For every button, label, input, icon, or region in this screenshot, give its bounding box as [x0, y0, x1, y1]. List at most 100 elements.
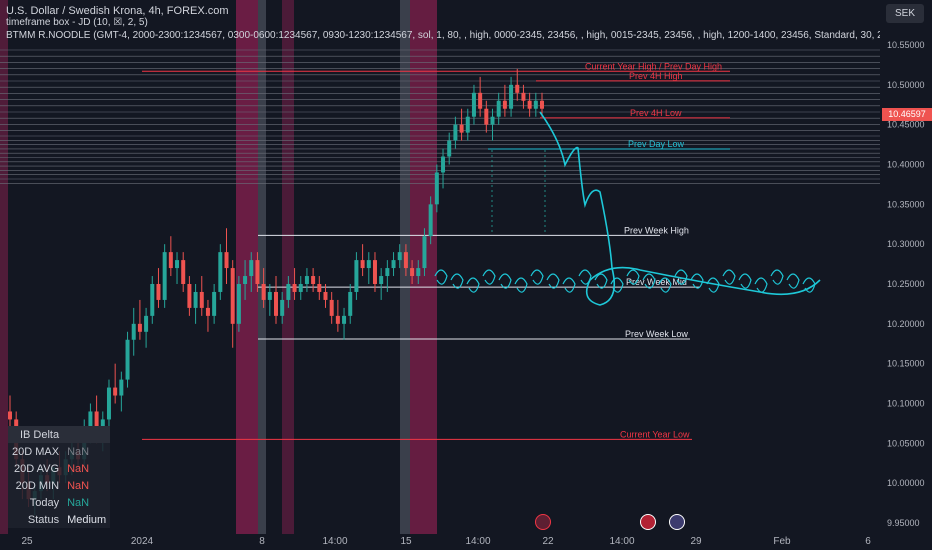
candle-body — [267, 291, 272, 300]
candle-body — [515, 84, 520, 93]
currency-button[interactable]: SEK — [885, 4, 924, 23]
time-tick-label: 6 — [865, 536, 871, 547]
candle-body — [113, 387, 118, 396]
time-tick-label: 29 — [690, 536, 702, 547]
candle-body — [335, 315, 340, 324]
session-band — [282, 0, 294, 534]
ib-row-label: Status — [27, 513, 60, 526]
time-tick-label: 25 — [21, 536, 33, 547]
time-tick-label: 14:00 — [465, 536, 490, 547]
time-tick-label: 2024 — [131, 536, 154, 547]
session-band — [258, 0, 266, 534]
ib-table-title: IB Delta — [8, 426, 64, 443]
session-band — [0, 0, 8, 534]
candle-body — [441, 156, 446, 173]
candle-body — [354, 260, 359, 292]
ib-row-value: NaN — [67, 462, 90, 475]
candle-body — [509, 84, 514, 109]
candle-body — [434, 172, 439, 205]
level-label: Prev Week Low — [625, 329, 688, 339]
candle-body — [280, 299, 285, 316]
candle-body — [317, 284, 322, 292]
ib-row-label: Today — [29, 496, 60, 509]
candle-body — [453, 124, 458, 141]
level-label: Prev Week Mid — [626, 277, 687, 287]
level-label: Prev Week High — [624, 225, 689, 235]
candle-body — [150, 284, 155, 316]
candle-body — [540, 100, 544, 109]
candle-body — [255, 260, 260, 284]
candle-body — [230, 268, 235, 324]
candle-body — [106, 387, 111, 420]
candle-body — [137, 323, 142, 332]
candle-body — [162, 252, 167, 300]
price-tick-label: 10.55000 — [887, 40, 925, 50]
candle-body — [88, 411, 93, 428]
time-tick-label: 22 — [542, 536, 554, 547]
indicator-legend-1[interactable]: timeframe box - JD (10, ☒, 2, 5) — [6, 17, 148, 28]
candle-body — [212, 291, 217, 316]
candle-body — [391, 260, 396, 269]
price-axis[interactable]: 10.55000 10.50000 10.45000 10.40000 10.35000… — [887, 40, 925, 528]
candle-body — [459, 124, 464, 133]
drawing-stroke — [539, 111, 821, 306]
candle-body — [342, 315, 347, 324]
price-tick-label: 10.00000 — [887, 478, 925, 488]
candle-body — [261, 284, 266, 300]
candle-body — [181, 260, 186, 284]
ib-row-value: NaN — [67, 445, 90, 458]
ib-row-label: 20D AVG — [14, 462, 60, 475]
candle-body — [410, 268, 415, 277]
candle-body — [168, 252, 173, 269]
candle-body — [249, 260, 254, 277]
candle-body — [243, 276, 248, 284]
us-flag-event-icon[interactable] — [669, 514, 685, 530]
level-label: Current Year Low — [620, 429, 690, 439]
candle-body — [119, 379, 124, 396]
ib-delta-table: IB Delta 20D MAX NaN 20D AVG NaN 20D MIN Na… — [8, 426, 111, 528]
level-label: Prev 4H Low — [630, 108, 682, 118]
candle-body — [490, 116, 495, 125]
ib-row-value: NaN — [67, 479, 90, 492]
price-tick-label: 10.40000 — [887, 160, 925, 170]
candle-body — [397, 252, 402, 261]
candle-body — [428, 204, 433, 237]
price-tick-label: 10.25000 — [887, 279, 925, 289]
dotted-guides — [491, 150, 546, 232]
time-tick-label: 15 — [400, 536, 412, 547]
candle-body — [366, 260, 371, 269]
level-label: Current Year High / Prev Day High — [585, 61, 722, 71]
candle-body — [416, 268, 421, 277]
ib-row-label: 20D MAX — [12, 445, 60, 458]
candle-body — [94, 411, 99, 436]
candle-body — [286, 284, 291, 300]
candle-body — [205, 307, 210, 316]
lightning-event-icon[interactable] — [535, 514, 551, 530]
candle-body — [323, 291, 328, 300]
level-lines: Current Year High / Prev Day High Prev 4H… — [142, 61, 730, 440]
time-axis[interactable]: 25 2024 8 14:00 15 14:00 22 14:00 29 Feb 6 — [21, 536, 871, 547]
price-tick-label: 10.15000 — [887, 359, 925, 369]
candle-body — [502, 100, 507, 109]
price-tick-label: 10.45000 — [887, 120, 925, 130]
candle-body — [218, 252, 223, 292]
price-tick-label: 10.35000 — [887, 199, 925, 209]
indicator-legend-2[interactable]: BTMM R.NOODLE (GMT-4, 2000-2300:1234567,… — [6, 30, 880, 41]
candle-body — [533, 100, 538, 109]
candle-body — [311, 276, 316, 284]
candle-body — [236, 284, 241, 324]
candle-body — [521, 92, 526, 101]
candle-body — [199, 291, 204, 308]
ib-row-label: 20D MIN — [15, 479, 60, 492]
candle-body — [422, 236, 427, 269]
candle-body — [298, 284, 303, 292]
us-flag-event-icon[interactable] — [640, 514, 656, 530]
grid-lines — [0, 49, 880, 184]
candle-body — [329, 299, 334, 316]
candle-body — [478, 92, 483, 109]
candle-body — [465, 116, 470, 133]
level-label: Prev Day Low — [628, 139, 685, 149]
candle-body — [193, 291, 198, 308]
candle-body — [496, 100, 501, 117]
